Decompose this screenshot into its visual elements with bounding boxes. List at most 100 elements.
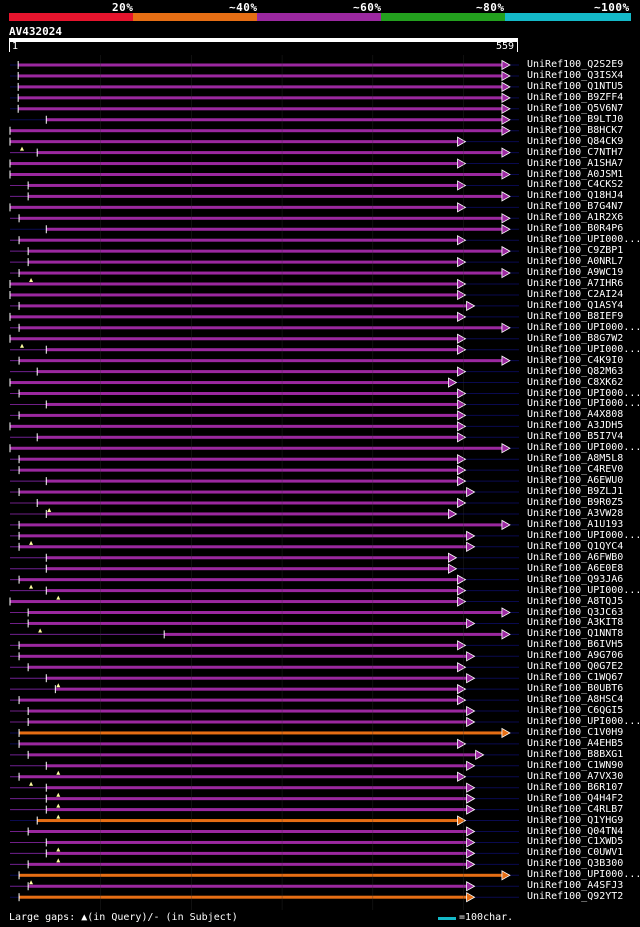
hit-label[interactable]: UniRef100_A4SFJ3 [527,880,624,892]
hit-bar [19,534,467,538]
hit-label[interactable]: UniRef100_B9R0Z5 [527,497,624,508]
hit-label[interactable]: UniRef100_UPI000... [527,869,640,881]
hit-label[interactable]: UniRef100_UPI000... [527,529,640,541]
hit-label[interactable]: UniRef100_Q1NTU5 [527,80,624,92]
hit-label[interactable]: UniRef100_Q1YHG9 [527,814,624,826]
hit-label[interactable]: UniRef100_B6IVH5 [527,639,624,651]
hit-label[interactable]: UniRef100_B8IEF9 [527,310,624,322]
hit-bar [28,720,467,724]
hit-label[interactable]: UniRef100_A4X808 [527,409,624,421]
hit-label[interactable]: UniRef100_UPI000... [527,343,640,355]
hit-label[interactable]: UniRef100_C4REV0 [527,464,624,476]
hit-label[interactable]: UniRef100_A8M5L8 [527,453,624,465]
legend-label-100: ~100% [594,1,630,14]
hit-label[interactable]: UniRef100_UPI000... [527,387,640,399]
hit-label[interactable]: UniRef100_A6FWB0 [527,551,624,563]
hit-label[interactable]: UniRef100_Q2S2E9 [527,59,624,70]
hit-arrow-head [466,651,476,662]
hit-label[interactable]: UniRef100_B9ZFF4 [527,91,624,103]
hit-label[interactable]: UniRef100_A1SHA7 [527,157,624,169]
hit-label[interactable]: UniRef100_UPI000... [527,584,640,596]
hit-label[interactable]: UniRef100_UPI000... [527,234,640,246]
hit-label[interactable]: UniRef100_UPI000... [527,398,640,410]
hit-label[interactable]: UniRef100_C1WQ67 [527,672,624,684]
hit-label[interactable]: UniRef100_A1U193 [527,518,624,530]
hit-bar [19,490,467,494]
hit-bar [19,216,502,220]
hit-label[interactable]: UniRef100_A9WC19 [527,267,624,279]
hit-label[interactable]: UniRef100_A7IHR6 [527,278,624,289]
hit-label[interactable]: UniRef100_C8XK62 [527,376,624,388]
hit-label[interactable]: UniRef100_Q18HJ4 [527,190,624,202]
hit-bar [28,249,502,253]
hit-label[interactable]: UniRef100_Q0G7E2 [527,661,624,673]
hit-label[interactable]: UniRef100_B9ZLJ1 [527,486,624,498]
hit-label[interactable]: UniRef100_B0UBT6 [527,683,624,695]
hit-label[interactable]: UniRef100_C0UWV1 [527,847,624,859]
hit-label[interactable]: UniRef100_B0R4P6 [527,223,624,235]
hit-bar [46,556,449,560]
hit-label[interactable]: UniRef100_C1WN90 [527,759,624,771]
hit-label[interactable]: UniRef100_Q92YT2 [527,891,624,903]
hit-bar [37,435,458,439]
hit-label[interactable]: UniRef100_A0NRL7 [527,256,624,268]
hit-label[interactable]: UniRef100_A6E0E8 [527,562,624,574]
hit-label[interactable]: UniRef100_A0JSM1 [527,168,624,180]
hit-label[interactable]: UniRef100_A3VW28 [527,507,624,519]
hit-label[interactable]: UniRef100_C4RLB7 [527,803,624,815]
hit-label[interactable]: UniRef100_Q93JA6 [527,573,624,585]
hit-bar [10,600,458,604]
hit-label[interactable]: UniRef100_A4EHB5 [527,737,624,749]
hit-label[interactable]: UniRef100_B8G7W2 [527,332,624,344]
hit-label[interactable]: UniRef100_B5I7V4 [527,431,624,443]
hit-label[interactable]: UniRef100_B9LTJ0 [527,113,624,125]
hit-label[interactable]: UniRef100_C4K9I0 [527,354,624,366]
hit-label[interactable]: UniRef100_Q1QYC4 [527,540,624,552]
hit-label[interactable]: UniRef100_Q5V6N7 [527,102,624,114]
hit-label[interactable]: UniRef100_A9G706 [527,650,624,662]
hit-label[interactable]: UniRef100_C4CKS2 [527,179,624,191]
hit-label[interactable]: UniRef100_Q84CK9 [527,135,624,147]
hit-arrow-head [457,815,467,826]
hit-label[interactable]: UniRef100_A3KIT8 [527,617,624,629]
hit-label[interactable]: UniRef100_A8TQJ5 [527,595,624,607]
hit-label[interactable]: UniRef100_B7G4N7 [527,201,624,213]
hit-label[interactable]: UniRef100_B8BXG1 [527,748,624,760]
hit-label[interactable]: UniRef100_B8HCK7 [527,124,624,136]
hit-label[interactable]: UniRef100_Q04TN4 [527,825,624,837]
hit-label[interactable]: UniRef100_C1XWD5 [527,836,624,848]
hit-bar [10,205,458,209]
hit-label[interactable]: UniRef100_C6QGI5 [527,705,624,717]
hit-label[interactable]: UniRef100_A6EWU0 [527,475,624,487]
hit-label[interactable]: UniRef100_C1V0H9 [527,726,624,738]
hit-arrow-head [457,421,467,432]
hit-bar [28,665,458,669]
hit-label[interactable]: UniRef100_A3JDH5 [527,420,624,432]
hit-label[interactable]: UniRef100_Q3B300 [527,858,624,870]
hit-label[interactable]: UniRef100_UPI000... [527,321,640,333]
hit-label[interactable]: UniRef100_Q1NNT8 [527,628,624,640]
hit-bar [28,862,467,866]
hit-label[interactable]: UniRef100_Q82M63 [527,365,624,377]
hit-label[interactable]: UniRef100_UPI000... [527,442,640,454]
query-gap-marker [20,146,24,151]
query-gap-marker [20,343,24,348]
hit-label[interactable]: UniRef100_Q3JC63 [527,606,624,618]
hit-label[interactable]: UniRef100_C2AI24 [527,288,624,300]
hit-label[interactable]: UniRef100_B6R107 [527,781,624,793]
hit-label[interactable]: UniRef100_A7VX30 [527,770,624,782]
hit-bar [46,348,458,352]
hit-label[interactable]: UniRef100_A8HSC4 [527,694,624,706]
hit-label[interactable]: UniRef100_Q1ASY4 [527,299,624,311]
hit-bar [19,359,502,363]
query-gap-marker [56,814,61,819]
hit-label[interactable]: UniRef100_UPI000... [527,716,640,727]
hit-label[interactable]: UniRef100_Q4H4F2 [527,792,624,804]
query-start-tick [9,42,10,52]
hit-label[interactable]: UniRef100_Q3ISX4 [527,69,624,81]
hit-label[interactable]: UniRef100_A1R2X6 [527,212,624,224]
hit-label[interactable]: UniRef100_C7NTH7 [527,146,624,158]
hit-arrow-head [457,289,467,301]
hit-bar [19,775,458,779]
hit-label[interactable]: UniRef100_C9ZBP1 [527,245,624,257]
